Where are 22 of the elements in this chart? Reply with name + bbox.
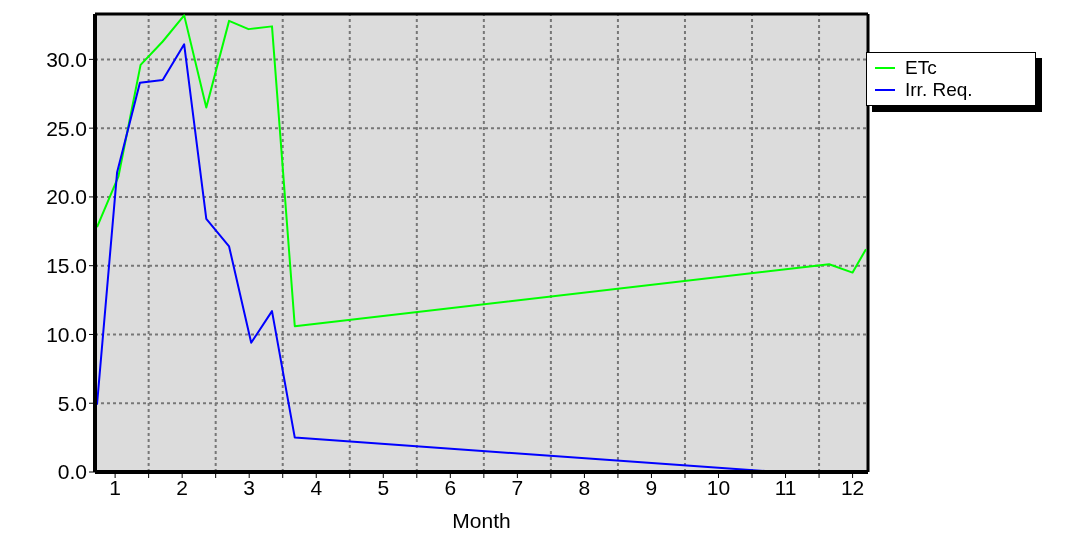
legend-label: ETc — [905, 57, 937, 79]
x-tick-label: 6 — [444, 475, 457, 499]
x-tick-label: 2 — [176, 475, 188, 499]
x-tick-label: 12 — [840, 475, 865, 499]
y-tick-label: 5.0 — [57, 391, 87, 415]
x-tick-label: 5 — [377, 475, 390, 499]
legend-label: Irr. Req. — [905, 79, 973, 101]
y-tick-label: 30.0 — [46, 47, 87, 71]
x-tick-label: 8 — [578, 475, 591, 499]
x-tick-label: 9 — [645, 475, 658, 499]
x-axis-title: Month — [452, 509, 511, 532]
y-tick-label: 0.0 — [57, 460, 87, 484]
y-tick-label: 15.0 — [46, 254, 87, 278]
x-tick-label: 4 — [310, 475, 323, 499]
x-tick-label: 11 — [774, 475, 797, 499]
x-tick-label: 10 — [706, 475, 731, 499]
x-tick-label: 1 — [109, 475, 121, 499]
y-tick-label: 25.0 — [46, 116, 87, 140]
x-tick-label: 3 — [243, 475, 256, 499]
x-tick-label: 7 — [511, 475, 524, 499]
y-tick-label: 10.0 — [46, 322, 87, 346]
y-tick-label: 20.0 — [46, 185, 87, 209]
